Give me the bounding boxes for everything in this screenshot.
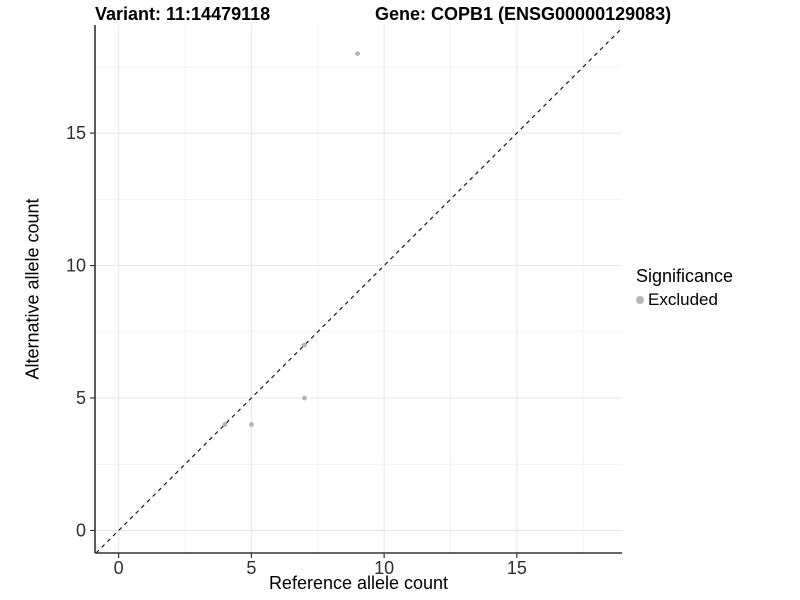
x-axis-title: Reference allele count [268,573,449,593]
y-tick-label: 10 [66,256,86,276]
data-point [302,342,307,348]
y-axis-title: Alternative allele count [22,198,43,380]
y-tick-label: 0 [76,520,86,540]
x-tick-label: 0 [114,558,124,578]
legend-item: Excluded [636,290,733,310]
legend-title: Significance [636,266,734,286]
x-tick-label: 10 [374,558,394,578]
identity-line [95,27,623,554]
legend: Significance Excluded [636,266,733,310]
data-point [248,422,254,427]
data-point [222,422,228,427]
data-point [302,395,307,401]
y-tick-label: 15 [66,123,86,143]
variant-title: Variant: 11:14479118 [95,4,271,24]
x-tick-label: 5 [246,558,256,578]
x-tick-label: 15 [507,558,527,578]
y-tick-label: 5 [76,388,86,408]
legend-item-label: Excluded [648,290,718,309]
data-point [355,51,360,57]
legend-key-dot [636,296,644,304]
gene-title: Gene: COPB1 (ENSG00000129083) [375,4,672,24]
